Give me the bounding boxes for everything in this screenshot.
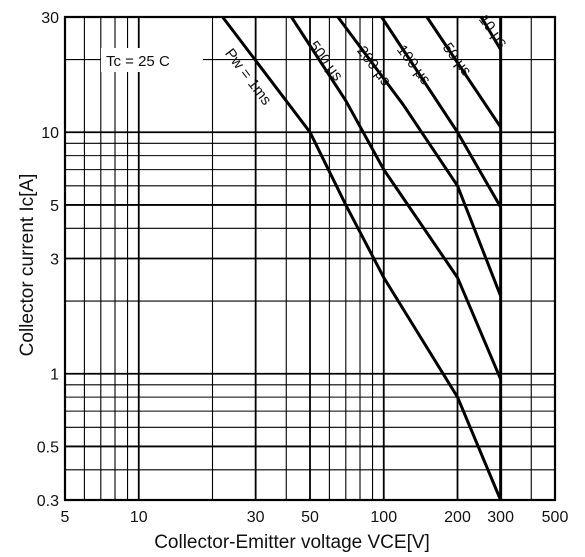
temperature-annotation: Tc = 25 C (106, 53, 170, 70)
x-tick-label: 200 (444, 509, 471, 526)
annotation-background (101, 48, 203, 72)
x-tick-label: 500 (542, 509, 569, 526)
soa-curve (290, 16, 502, 380)
curve-label: 100 μs (393, 42, 434, 88)
soa-curves (221, 16, 503, 501)
x-axis-title: Collector-Emitter voltage VCE[V] (154, 532, 430, 553)
y-tick-label: 5 (50, 198, 59, 215)
grid-lines (65, 17, 555, 500)
y-tick-label: 30 (41, 10, 59, 27)
x-tick-label: 300 (487, 509, 514, 526)
soa-curve (336, 16, 502, 297)
y-tick-label: 0.5 (37, 439, 59, 456)
y-tick-label: 3 (50, 252, 59, 269)
y-tick-label: 10 (41, 125, 59, 142)
x-tick-label: 100 (370, 509, 397, 526)
y-axis-title: Collector current Ic[A] (17, 174, 38, 357)
plot-frame (63, 15, 557, 502)
soa-curve (479, 16, 502, 51)
y-tick-label: 1 (50, 367, 59, 384)
y-tick-label: 0.3 (37, 493, 59, 510)
curve-label: 200 μs (353, 43, 394, 89)
soa-curve (221, 16, 502, 501)
curve-label: 500 μs (305, 38, 346, 84)
soa-curve (380, 16, 502, 208)
x-tick-label: 50 (301, 509, 319, 526)
x-tick-label: 5 (61, 509, 70, 526)
soa-curve (425, 16, 502, 128)
x-tick-label: 30 (247, 509, 265, 526)
tick-labels: 5 10 30 50 100 200 300 500 0.3 0.5 1 3 5 10 30 (37, 10, 569, 526)
x-tick-label: 10 (130, 509, 148, 526)
